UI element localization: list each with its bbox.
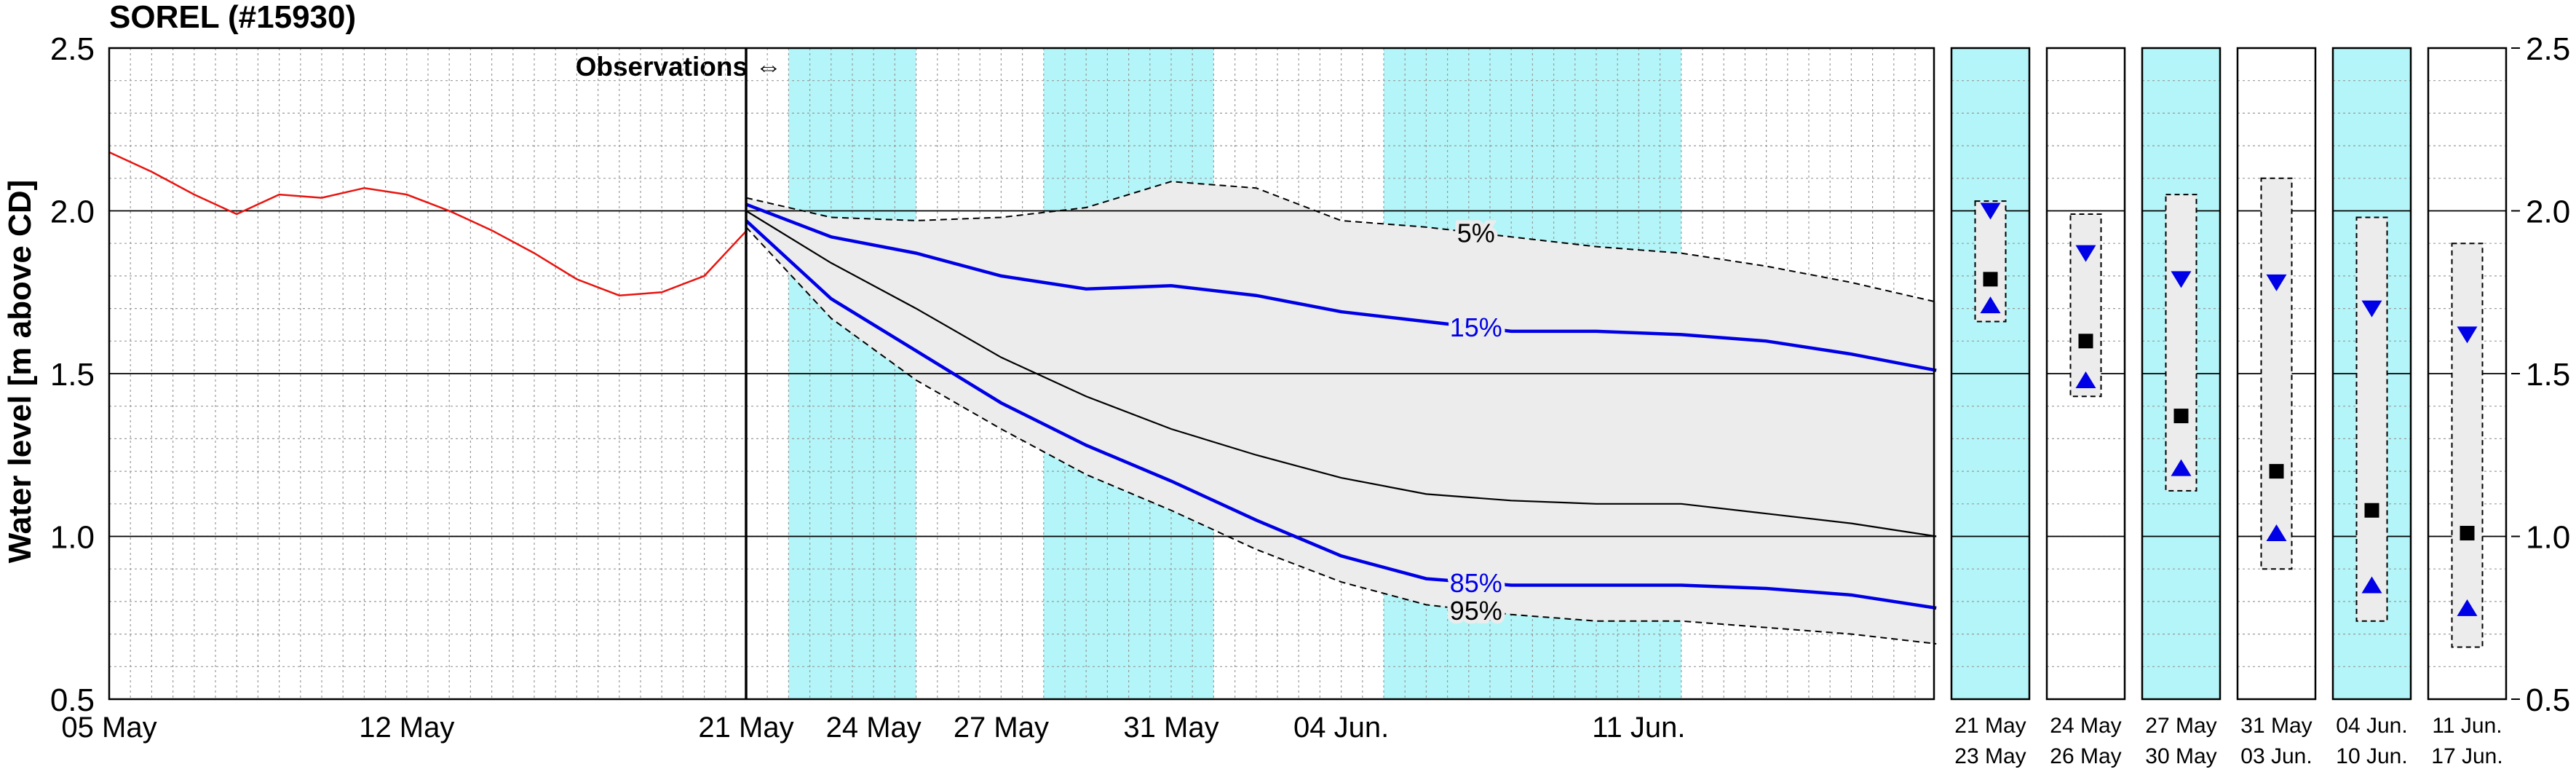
y-tick-label-left: 0.5 <box>50 682 95 718</box>
period-range-box <box>2451 243 2484 648</box>
main-plot-frame <box>108 47 1935 701</box>
y-tick-label-right: 2.0 <box>2526 194 2570 230</box>
period-panel-frame <box>2427 47 2508 701</box>
x-tick-label-forecast: 31 May <box>1123 712 1218 744</box>
period-end-label: 30 May <box>2145 744 2216 768</box>
period-start-label: 24 May <box>2050 714 2121 738</box>
period-lower-quantile-marker <box>2266 524 2287 542</box>
y-tick-label-left: 1.5 <box>50 357 95 393</box>
period-end-label: 17 Jun. <box>2431 744 2502 768</box>
forecast-line-5pct <box>745 181 1937 303</box>
y-tick-label-right: 1.0 <box>2526 520 2570 556</box>
y-tick-label-right: 0.5 <box>2526 682 2570 718</box>
period-median-marker <box>1983 272 1998 287</box>
y-tick-label-left: 2.0 <box>50 194 95 230</box>
observed-water-level-line <box>108 151 748 296</box>
chart-layer: 5% 15% 85%95% 0.5 0.5 1.0 1.0 1.5 1.5 2.0 2.0 2.5 2.… <box>50 31 2570 768</box>
period-end-label: 26 May <box>2050 744 2121 768</box>
period-end-label: 23 May <box>1954 744 2026 768</box>
period-upper-quantile-marker <box>2171 271 2192 288</box>
period-range-box <box>2069 213 2102 398</box>
period-panel-frame <box>2331 47 2412 701</box>
period-start-label: 21 May <box>1954 714 2026 738</box>
period-upper-quantile-marker <box>1980 202 2001 220</box>
period-range-box <box>2355 216 2388 622</box>
period-start-label: 04 Jun. <box>2336 714 2407 738</box>
period-median-marker <box>2078 334 2093 349</box>
period-lower-quantile-marker <box>2171 459 2192 476</box>
y-axis-label: Water level [m above CD] <box>2 180 38 564</box>
period-start-label: 11 Jun. <box>2432 714 2502 738</box>
quantile-label-15pct: 15% <box>1450 312 1502 342</box>
y-tick-label-right: 1.5 <box>2526 357 2570 393</box>
x-tick-label-observations: 05 May <box>61 712 156 744</box>
quantile-label-95pct: 95% <box>1450 596 1502 626</box>
forecast-line-15pct <box>745 202 1937 372</box>
x-tick-label-forecast: 04 Jun. <box>1293 712 1389 744</box>
period-lower-quantile-marker <box>2075 371 2096 388</box>
period-start-label: 27 May <box>2145 714 2216 738</box>
period-median-marker <box>2173 409 2189 424</box>
period-upper-quantile-marker <box>2457 326 2478 344</box>
x-tick-label-forecast: 11 Jun. <box>1592 712 1685 744</box>
period-end-label: 03 Jun. <box>2240 744 2312 768</box>
forecast-line-median <box>745 210 1937 537</box>
x-tick-label-forecast: 27 May <box>954 712 1049 744</box>
period-panel-frame <box>1950 47 2031 701</box>
period-range-box <box>2260 177 2293 570</box>
period-upper-quantile-marker <box>2266 274 2287 291</box>
x-tick-label-forecast: 24 May <box>826 712 922 744</box>
period-median-marker <box>2460 526 2475 541</box>
period-start-label: 31 May <box>2240 714 2312 738</box>
period-end-label: 10 Jun. <box>2336 744 2407 768</box>
period-lower-quantile-marker <box>2361 576 2382 594</box>
period-panel-frame <box>2141 47 2222 701</box>
forecast-line-95pct <box>745 227 1937 645</box>
period-upper-quantile-marker <box>2361 300 2382 318</box>
forecast-band-5-95 <box>746 181 1937 645</box>
period-lower-quantile-marker <box>1980 296 2001 314</box>
quantile-label-85pct: 85% <box>1450 568 1502 598</box>
y-tick-label-right: 2.5 <box>2526 31 2570 67</box>
period-median-marker <box>2269 464 2284 479</box>
period-median-marker <box>2364 503 2379 518</box>
period-range-box <box>2165 194 2197 492</box>
x-tick-label-forecast: 21 May <box>698 712 793 744</box>
forecast-line-85pct <box>745 219 1937 610</box>
period-upper-quantile-marker <box>2075 245 2096 262</box>
period-panel-frame <box>2236 47 2317 701</box>
period-lower-quantile-marker <box>2457 599 2478 616</box>
chart-title: SOREL (#15930) <box>109 0 356 35</box>
y-tick-label-left: 1.0 <box>50 520 95 556</box>
period-panel-frame <box>2045 47 2126 701</box>
y-tick-label-left: 2.5 <box>50 31 95 67</box>
quantile-label-5pct: 5% <box>1457 218 1495 248</box>
x-tick-label-observations: 12 May <box>359 712 454 744</box>
